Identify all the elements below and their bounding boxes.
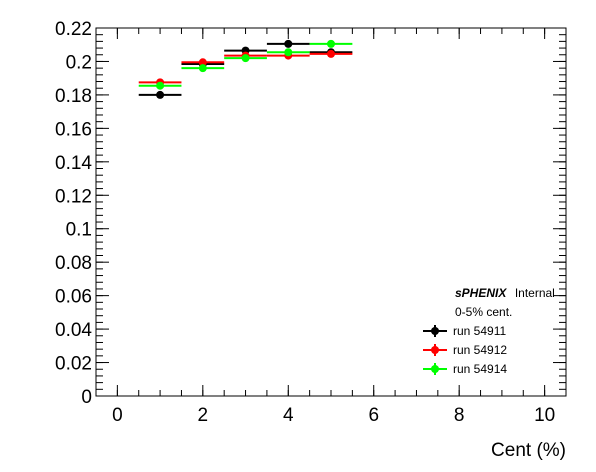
y-tick-label: 0 [81,387,92,408]
x-axis: 0 2 4 6 8 10 [95,28,567,426]
x-axis-title: Cent (%) [491,440,566,461]
data-point [241,54,250,63]
y-tick-label: 0.2 [66,52,92,73]
legend-label: run 54914 [453,362,507,376]
legend-entry: run 54912 [423,343,507,357]
data-point [198,58,207,67]
y-axis: 0 0.02 0.04 0.06 0.08 0.1 0.12 0.14 0.16 0.18 0.2 0… [55,19,566,408]
data-point [327,39,335,48]
x-tick-label: 0 [112,405,123,426]
status-label: Internal [515,286,555,300]
brand-label: sPHENIX Internal [455,284,555,301]
y-tick-label: 0.02 [55,354,92,375]
y-tick-label: 0.12 [55,186,92,207]
data-point [284,48,293,57]
annotation-block: sPHENIX Internal 0-5% cent. [455,284,555,319]
y-tick-label: 0.06 [55,287,92,308]
data-point [198,64,207,73]
x-tick-label: 6 [368,405,379,426]
x-tick-label: 4 [283,405,294,426]
data-point [156,81,165,90]
legend-entry: run 54914 [423,362,507,376]
y-tick-label: 0.08 [55,253,92,274]
y-tick-label: 0.16 [55,119,92,140]
legend-marker [431,327,439,335]
data-point [284,39,293,48]
data-series-layer [138,39,353,99]
x-tick-label: 2 [198,405,209,426]
y-tick-label: 0.04 [55,320,92,341]
legend-label: run 54911 [453,324,506,338]
legend-entry: run 54911 [423,324,506,338]
series-1 [138,39,353,99]
y-tick-label: 0.22 [55,19,92,40]
data-point [156,90,165,99]
brand-name: sPHENIX [455,286,507,300]
x-tick-label: 10 [534,405,555,426]
legend-marker [431,346,439,354]
x-tick-label: 8 [454,405,465,426]
y-tick-label: 0.18 [55,86,92,107]
legend: run 54911 run 54912 run 54914 [423,324,507,376]
y-tick-label: 0.14 [55,153,92,174]
series-3 [138,39,353,90]
legend-marker [431,365,439,373]
legend-label: run 54912 [453,343,507,357]
data-point [327,49,335,58]
y-tick-label: 0.1 [66,220,92,241]
centrality-label: 0-5% cent. [455,305,512,319]
